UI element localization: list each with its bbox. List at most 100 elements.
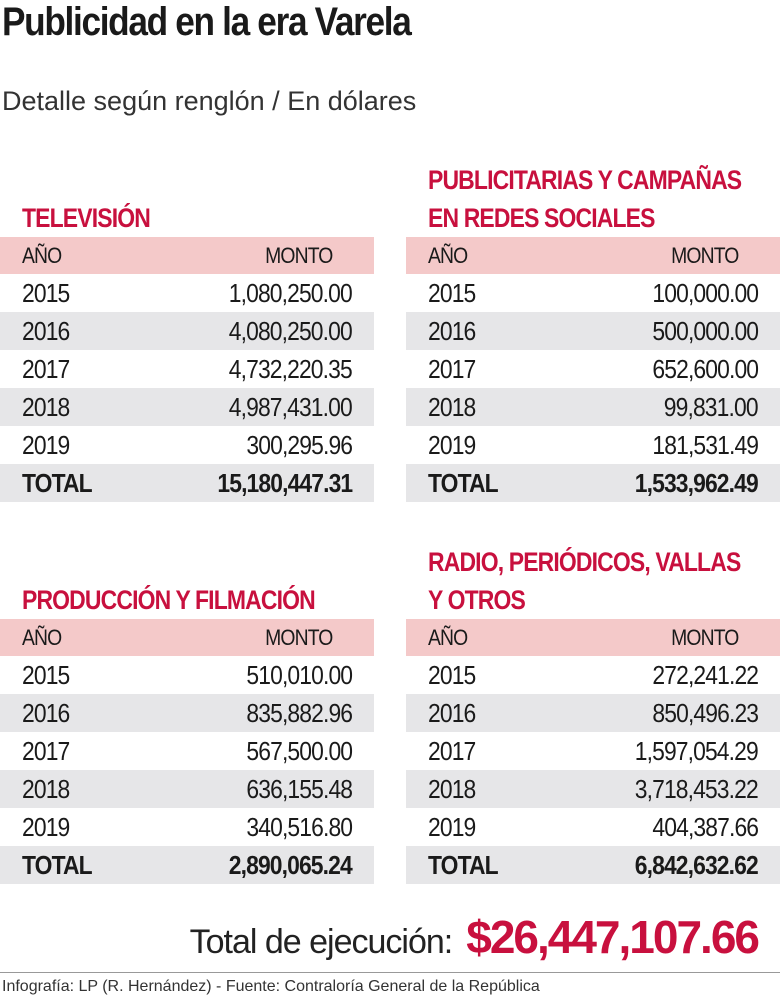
year-cell: 2019 — [428, 811, 476, 842]
amount-cell: 835,882.96 — [246, 697, 353, 728]
total-label: TOTAL — [22, 467, 93, 498]
year-cell: 2018 — [22, 391, 70, 422]
amount-cell: 404,387.66 — [652, 811, 759, 842]
amount-cell: 181,531.49 — [652, 429, 759, 460]
data-table: AÑO MONTO 2015 510,010.00 2016 835,882.96 2017… — [0, 619, 374, 884]
col-year-header: AÑO — [428, 624, 468, 650]
year-cell: 2018 — [428, 773, 476, 804]
col-amount-header: MONTO — [670, 624, 739, 650]
table-row: 2019 300,295.96 — [0, 426, 374, 464]
table-row: 2017 1,597,054.29 — [406, 732, 780, 770]
table-row: 2015 100,000.00 — [406, 274, 780, 312]
amount-cell: 272,241.22 — [652, 659, 759, 690]
table-row: 2016 500,000.00 — [406, 312, 780, 350]
section-title: TELEVISIÓN — [22, 203, 151, 233]
table-row: 2016 850,496.23 — [406, 694, 780, 732]
total-row: TOTAL 2,890,065.24 — [0, 846, 374, 884]
total-row: TOTAL 15,180,447.31 — [0, 464, 374, 502]
col-year-header: AÑO — [22, 242, 62, 268]
year-cell: 2015 — [428, 277, 476, 308]
data-table: AÑO MONTO 2015 1,080,250.00 2016 4,080,250.00… — [0, 237, 374, 502]
total-value: 1,533,962.49 — [634, 467, 759, 498]
total-value: 6,842,632.62 — [634, 849, 759, 880]
year-cell: 2016 — [428, 697, 476, 728]
subtitle: Detalle según renglón / En dólares — [2, 86, 417, 116]
year-cell: 2018 — [428, 391, 476, 422]
table-row: 2018 99,831.00 — [406, 388, 780, 426]
amount-cell: 510,010.00 — [246, 659, 353, 690]
table-row: 2019 404,387.66 — [406, 808, 780, 846]
data-table: AÑO MONTO 2015 272,241.22 2016 850,496.23 2017… — [406, 619, 780, 884]
amount-cell: 100,000.00 — [652, 277, 759, 308]
grand-total-label: Total de ejecución: — [189, 923, 454, 961]
amount-cell: 567,500.00 — [246, 735, 353, 766]
table-header: AÑO MONTO — [0, 619, 374, 656]
year-cell: 2019 — [22, 429, 70, 460]
amount-cell: 340,516.80 — [246, 811, 353, 842]
amount-cell: 99,831.00 — [664, 391, 759, 422]
total-label: TOTAL — [22, 849, 93, 880]
total-row: TOTAL 6,842,632.62 — [406, 846, 780, 884]
amount-cell: 3,718,453.22 — [634, 773, 759, 804]
amount-cell: 850,496.23 — [652, 697, 759, 728]
footer-divider — [0, 972, 780, 973]
amount-cell: 4,987,431.00 — [228, 391, 353, 422]
col-year-header: AÑO — [22, 624, 62, 650]
grand-total-value: $26,447,107.66 — [466, 911, 760, 963]
year-cell: 2017 — [428, 735, 476, 766]
table-row: 2019 340,516.80 — [0, 808, 374, 846]
total-label: TOTAL — [428, 849, 499, 880]
table-row: 2015 1,080,250.00 — [0, 274, 374, 312]
year-cell: 2015 — [22, 277, 70, 308]
year-cell: 2019 — [428, 429, 476, 460]
col-amount-header: MONTO — [264, 242, 333, 268]
year-cell: 2018 — [22, 773, 70, 804]
col-amount-header: MONTO — [264, 624, 333, 650]
year-cell: 2015 — [22, 659, 70, 690]
amount-cell: 4,080,250.00 — [228, 315, 353, 346]
table-row: 2017 652,600.00 — [406, 350, 780, 388]
col-amount-header: MONTO — [670, 242, 739, 268]
year-cell: 2017 — [428, 353, 476, 384]
amount-cell: 500,000.00 — [652, 315, 759, 346]
data-table: AÑO MONTO 2015 100,000.00 2016 500,000.00 2017… — [406, 237, 780, 502]
year-cell: 2016 — [22, 697, 70, 728]
table-row: 2015 272,241.22 — [406, 656, 780, 694]
total-label: TOTAL — [428, 467, 499, 498]
table-header: AÑO MONTO — [406, 237, 780, 274]
year-cell: 2015 — [428, 659, 476, 690]
total-value: 15,180,447.31 — [217, 467, 353, 498]
footer-credit: Infografía: LP (R. Hernández) - Fuente: … — [2, 978, 540, 995]
table-row: 2018 3,718,453.22 — [406, 770, 780, 808]
table-row: 2016 4,080,250.00 — [0, 312, 374, 350]
amount-cell: 636,155.48 — [246, 773, 353, 804]
grand-total: Total de ejecución: $26,447,107.66 — [189, 910, 760, 964]
amount-cell: 4,732,220.35 — [228, 353, 353, 384]
page-title: Publicidad en la era Varela — [2, 0, 412, 44]
section-title: PUBLICITARIAS Y CAMPAÑAS — [428, 165, 742, 195]
section-title: EN REDES SOCIALES — [428, 203, 655, 233]
table-row: 2018 4,987,431.00 — [0, 388, 374, 426]
amount-cell: 1,597,054.29 — [634, 735, 759, 766]
section-title: Y OTROS — [428, 585, 526, 615]
table-row: 2018 636,155.48 — [0, 770, 374, 808]
table-row: 2017 567,500.00 — [0, 732, 374, 770]
table-row: 2019 181,531.49 — [406, 426, 780, 464]
year-cell: 2017 — [22, 353, 70, 384]
table-row: 2016 835,882.96 — [0, 694, 374, 732]
amount-cell: 652,600.00 — [652, 353, 759, 384]
table-row: 2017 4,732,220.35 — [0, 350, 374, 388]
amount-cell: 300,295.96 — [246, 429, 353, 460]
amount-cell: 1,080,250.00 — [228, 277, 353, 308]
year-cell: 2019 — [22, 811, 70, 842]
table-row: 2015 510,010.00 — [0, 656, 374, 694]
table-header: AÑO MONTO — [406, 619, 780, 656]
year-cell: 2017 — [22, 735, 70, 766]
section-title: RADIO, PERIÓDICOS, VALLAS — [428, 547, 741, 577]
table-header: AÑO MONTO — [0, 237, 374, 274]
section-title: PRODUCCIÓN Y FILMACIÓN — [22, 585, 316, 615]
year-cell: 2016 — [22, 315, 70, 346]
col-year-header: AÑO — [428, 242, 468, 268]
total-value: 2,890,065.24 — [228, 849, 353, 880]
total-row: TOTAL 1,533,962.49 — [406, 464, 780, 502]
